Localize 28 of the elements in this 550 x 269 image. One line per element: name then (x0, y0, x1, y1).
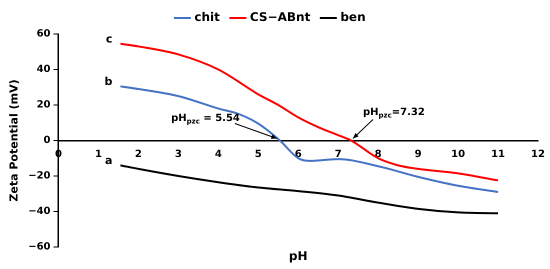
annotation: a (105, 154, 112, 168)
y-tick-label: 60 (36, 28, 51, 40)
x-tick-label: 12 (531, 149, 545, 160)
annotation: c (106, 32, 112, 46)
y-tick-label: −40 (28, 206, 51, 218)
y-tick-label: 0 (44, 135, 51, 146)
x-tick-label: 8 (374, 149, 382, 160)
y-tick-label: −60 (28, 242, 51, 253)
x-tick-label: 4 (214, 149, 222, 160)
x-tick-label: 3 (174, 149, 182, 160)
x-tick-label: 7 (334, 149, 342, 160)
y-tick-label: −20 (28, 170, 51, 182)
y-axis-title: Zeta Potential (mV) (7, 79, 20, 202)
x-tick-label: 2 (134, 149, 142, 160)
line-series (119, 164, 500, 214)
x-tick-label: 5 (254, 149, 262, 160)
x-tick-label: 6 (294, 149, 302, 160)
x-tick-label: 11 (491, 149, 506, 160)
y-tick-label: 40 (36, 64, 51, 76)
x-tick-label: 10 (451, 149, 466, 160)
legend-label: chit (194, 10, 220, 24)
x-axis-title: pH (288, 249, 308, 264)
legend-label: ben (340, 10, 366, 24)
y-tick-label: 20 (36, 100, 51, 111)
x-tick-label: 9 (414, 149, 422, 160)
x-tick-label: 1 (94, 149, 102, 160)
legend-label: CS−ABnt (250, 10, 311, 24)
annotation: b (104, 75, 113, 88)
